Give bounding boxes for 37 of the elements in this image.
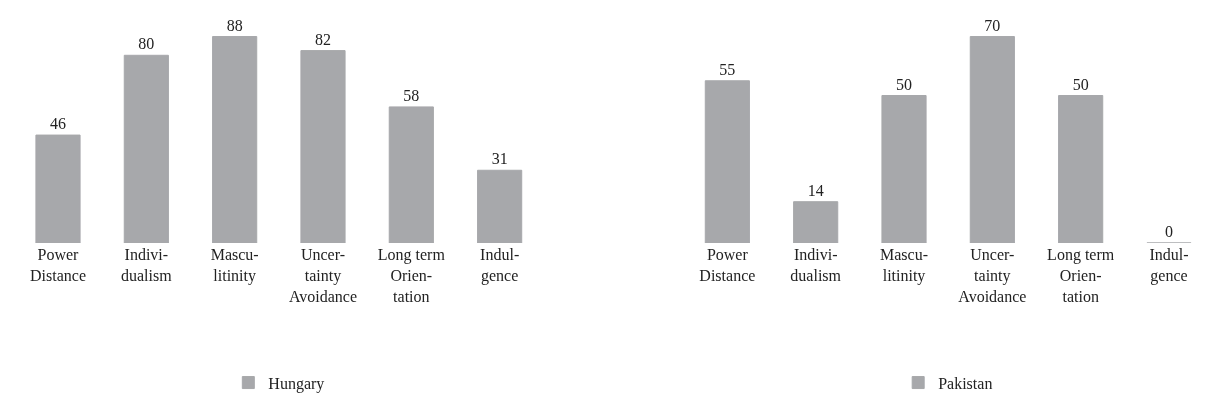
data-label: 0 [1165,223,1173,240]
x-tick-label: Power Distance [699,246,756,284]
data-label: 14 [807,181,824,199]
x-tick-label: Long term Orien- tation [1047,246,1115,305]
data-label: 88 [226,16,243,34]
bar [969,36,1015,243]
x-tick-label: Indul- gence [480,246,520,285]
data-label: 80 [138,35,155,53]
data-label: 46 [50,115,66,133]
bar [123,54,169,243]
bar [881,95,927,243]
bar [704,80,750,243]
bar [212,36,258,243]
bar [477,169,523,243]
data-label: 70 [984,16,1001,34]
data-label: 55 [719,60,736,78]
legend-label: Hungary [268,374,325,393]
bar [300,50,346,243]
x-tick-label: Power Distance [30,246,86,284]
x-tick-label: Uncer- tainty Avoidance [288,246,358,305]
data-label: 31 [491,150,508,168]
bar [35,134,81,243]
data-label: 82 [314,30,331,48]
data-label: 50 [1072,75,1089,93]
x-tick-label: Indivi- dualism [790,246,842,284]
data-label: 50 [896,75,913,93]
x-tick-label: Indul- gence [1149,246,1189,285]
bar [1058,95,1104,243]
bar [388,106,434,243]
bar [793,201,839,243]
x-tick-label: Long term Orien- tation [377,246,446,305]
data-label: 58 [403,86,420,104]
x-tick-label: Indivi- dualism [120,246,173,284]
x-tick-label: Mascu- litinity [880,246,928,285]
x-tick-label: Mascu- litinity [210,246,259,285]
legend-label: Pakistan [938,374,993,392]
x-tick-label: Uncer- tainty Avoidance [958,246,1027,305]
